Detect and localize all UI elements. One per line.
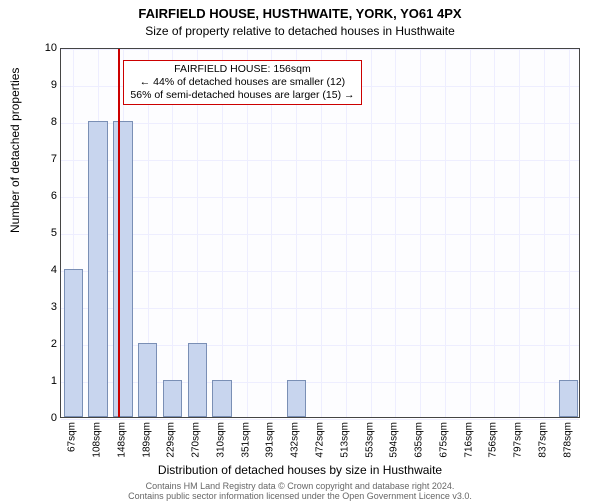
x-tick-label: 148sqm [116,422,127,458]
x-tick-label: 432sqm [290,422,301,458]
grid-line-h [61,197,579,198]
x-tick-label: 756sqm [488,422,499,458]
bar [138,343,157,417]
x-tick-label: 108sqm [92,422,103,458]
grid-line-v [445,49,446,417]
grid-line-h [61,234,579,235]
y-tick-label: 2 [41,338,57,350]
x-tick-label: 594sqm [389,422,400,458]
grid-line-h [61,308,579,309]
x-tick-label: 675sqm [438,422,449,458]
subject-marker-line [118,49,120,417]
y-tick-label: 5 [41,227,57,239]
bar [113,121,132,417]
bar [88,121,107,417]
grid-line-h [61,49,579,50]
plot-area: FAIRFIELD HOUSE: 156sqm← 44% of detached… [60,48,580,418]
x-tick-label: 189sqm [141,422,152,458]
y-tick-label: 6 [41,190,57,202]
grid-line-v [544,49,545,417]
x-tick-label: 310sqm [215,422,226,458]
annotation-line: 56% of semi-detached houses are larger (… [130,89,354,102]
x-tick-label: 716sqm [463,422,474,458]
x-tick-label: 837sqm [537,422,548,458]
footer-line1: Contains HM Land Registry data © Crown c… [146,481,455,491]
grid-line-v [420,49,421,417]
bar [64,269,83,417]
footer-attribution: Contains HM Land Registry data © Crown c… [0,482,600,502]
annotation-box: FAIRFIELD HOUSE: 156sqm← 44% of detached… [123,60,361,105]
x-tick-label: 513sqm [339,422,350,458]
annotation-line: FAIRFIELD HOUSE: 156sqm [130,63,354,76]
y-tick-label: 7 [41,153,57,165]
y-tick-label: 9 [41,79,57,91]
x-tick-label: 351sqm [240,422,251,458]
chart-title-main: FAIRFIELD HOUSE, HUSTHWAITE, YORK, YO61 … [0,6,600,21]
x-tick-label: 391sqm [265,422,276,458]
y-tick-label: 3 [41,301,57,313]
chart-title-sub: Size of property relative to detached ho… [0,24,600,38]
x-tick-label: 635sqm [414,422,425,458]
bar [287,380,306,417]
annotation-line: ← 44% of detached houses are smaller (12… [130,76,354,89]
grid-line-h [61,419,579,420]
x-tick-label: 270sqm [191,422,202,458]
grid-line-v [395,49,396,417]
y-tick-label: 8 [41,116,57,128]
footer-line2: Contains public sector information licen… [128,491,472,501]
bar [559,380,578,417]
x-axis-label: Distribution of detached houses by size … [0,463,600,477]
y-tick-label: 0 [41,412,57,424]
x-tick-label: 878sqm [562,422,573,458]
x-tick-label: 472sqm [315,422,326,458]
y-tick-label: 4 [41,264,57,276]
grid-line-v [569,49,570,417]
x-tick-label: 797sqm [513,422,524,458]
grid-line-v [519,49,520,417]
grid-line-h [61,123,579,124]
grid-line-v [470,49,471,417]
x-tick-label: 67sqm [67,422,78,452]
bar [212,380,231,417]
grid-line-h [61,271,579,272]
x-tick-label: 553sqm [364,422,375,458]
bar [188,343,207,417]
y-tick-label: 1 [41,375,57,387]
x-tick-label: 229sqm [166,422,177,458]
y-axis-label: Number of detached properties [8,68,22,233]
bar [163,380,182,417]
grid-line-h [61,160,579,161]
y-tick-label: 10 [41,42,57,54]
grid-line-v [494,49,495,417]
grid-line-v [371,49,372,417]
